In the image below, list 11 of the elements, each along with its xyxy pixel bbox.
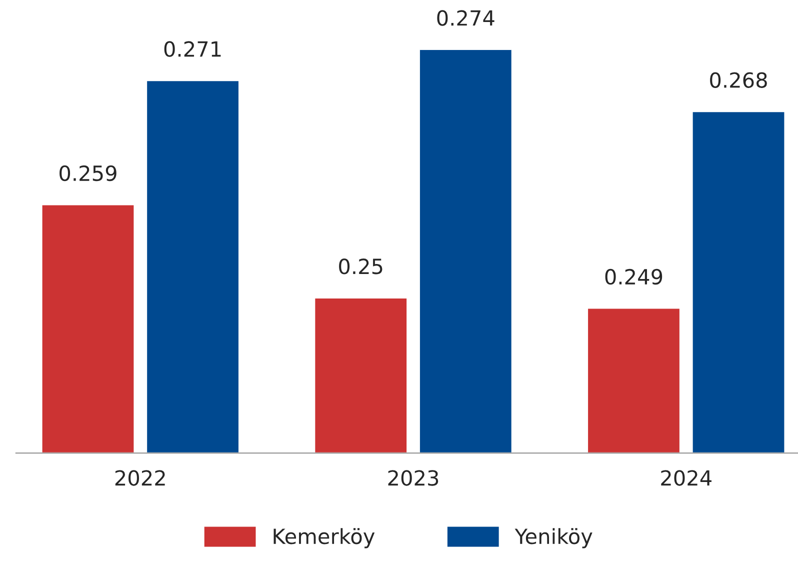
data-label: 0.274 bbox=[437, 10, 494, 26]
data-label: 0.259 bbox=[60, 165, 116, 182]
data-label: 0.268 bbox=[710, 72, 767, 88]
x-tick-label: 2024 bbox=[661, 470, 712, 486]
x-tick-label: 2023 bbox=[388, 470, 438, 486]
data-label: 0.25 bbox=[339, 258, 382, 274]
legend-label: Yeniköy bbox=[514, 528, 592, 548]
data-label: 0.271 bbox=[164, 41, 221, 57]
x-tick-label: 2022 bbox=[115, 470, 165, 486]
legend-label: Kemerköy bbox=[274, 528, 375, 548]
data-label: 0.249 bbox=[605, 268, 662, 285]
